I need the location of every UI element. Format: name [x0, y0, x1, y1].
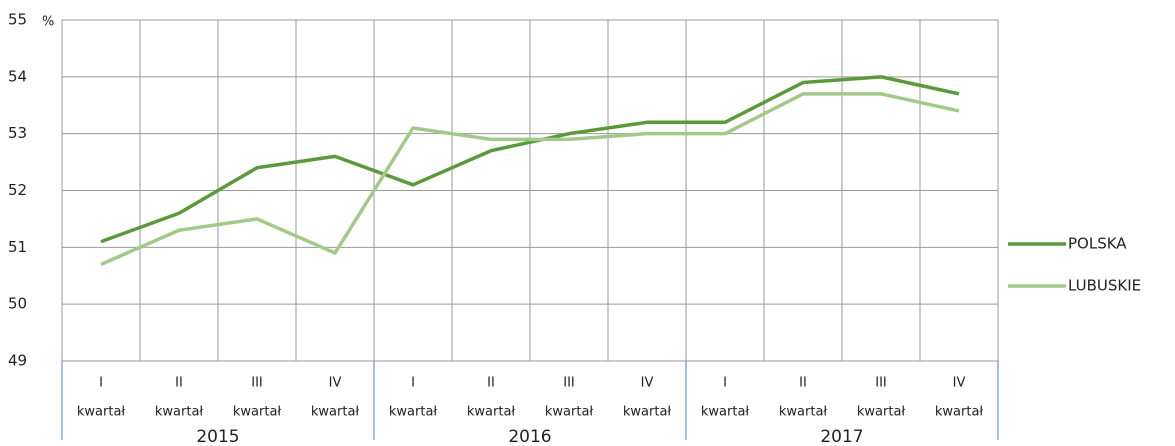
- x-tick-label: kwartał: [857, 405, 906, 420]
- x-tick-label: III: [251, 376, 263, 391]
- y-tick-label: 50: [8, 295, 27, 313]
- x-tick-label: IV: [329, 376, 342, 391]
- group-label: 2016: [508, 427, 551, 446]
- x-tick-label: kwartał: [701, 405, 750, 420]
- x-tick-label: II: [175, 376, 183, 391]
- x-tick-label: kwartał: [389, 405, 438, 420]
- line-series: [100, 92, 960, 266]
- x-tick-label: kwartał: [311, 405, 360, 420]
- y-unit: %: [42, 15, 54, 30]
- line-series: [100, 75, 960, 244]
- x-tick-label: I: [723, 376, 727, 391]
- x-tick-label: kwartał: [623, 405, 672, 420]
- y-tick-label: 55: [8, 11, 27, 29]
- x-tick-label: IV: [641, 376, 654, 391]
- x-tick-label: IV: [953, 376, 966, 391]
- legend-label: LUBUSKIE: [1068, 277, 1141, 295]
- legend-label: POLSKA: [1068, 235, 1127, 253]
- x-tick-label: I: [99, 376, 103, 391]
- x-tick-label: I: [411, 376, 415, 391]
- x-tick-label: II: [799, 376, 807, 391]
- y-tick-label: 51: [8, 238, 27, 256]
- x-tick-label: kwartał: [155, 405, 204, 420]
- x-tick-label: II: [487, 376, 495, 391]
- x-tick-label: kwartał: [779, 405, 828, 420]
- x-tick-label: III: [563, 376, 575, 391]
- plot-border: [61, 19, 999, 362]
- x-tick-label: kwartał: [77, 405, 126, 420]
- y-tick-label: 52: [8, 181, 27, 199]
- x-tick-label: III: [875, 376, 887, 391]
- x-tick-label: kwartał: [545, 405, 594, 420]
- x-tick-label: kwartał: [233, 405, 282, 420]
- group-label: 2017: [820, 427, 863, 446]
- x-tick-label: kwartał: [467, 405, 516, 420]
- x-tick-label: kwartał: [935, 405, 984, 420]
- y-tick-label: 49: [8, 352, 27, 370]
- y-tick-label: 53: [8, 124, 27, 142]
- y-tick-label: 54: [8, 67, 27, 85]
- group-label: 2015: [196, 427, 239, 446]
